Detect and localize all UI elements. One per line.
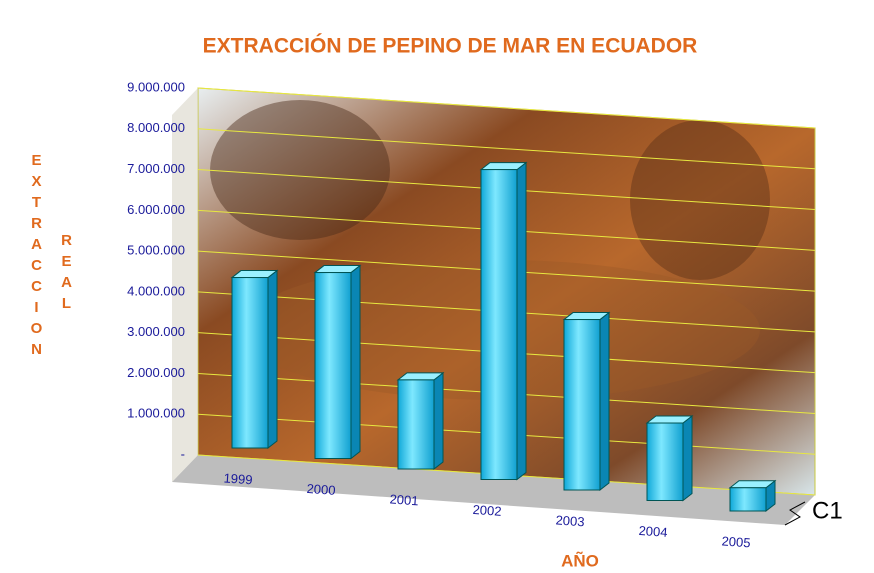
x-tick-label: 1999 (223, 470, 253, 487)
y-tick-label: - (181, 446, 185, 461)
x-tick-label: 2005 (721, 533, 751, 550)
x-axis-label: AÑO (561, 550, 599, 570)
photo-shape (210, 100, 390, 240)
y-axis-label: REAL (58, 232, 75, 316)
y-tick-label: 1.000.000 (127, 406, 185, 421)
page: EXTRACCIÓN DE PEPINO DE MAR EN ECUADOR A… (0, 0, 874, 573)
x-tick-label: 2003 (555, 512, 585, 529)
chart: EXTRACCIÓN DE PEPINO DE MAR EN ECUADOR A… (0, 0, 874, 573)
bar (232, 278, 268, 448)
x-tick-label: 2002 (472, 502, 502, 519)
bar (315, 273, 351, 459)
bar-side (268, 271, 277, 448)
photo-shape (630, 120, 770, 280)
y-axis-label: EXTRACCION (28, 152, 45, 362)
y-tick-label: 8.000.000 (127, 120, 185, 135)
x-tick-label: 2001 (389, 491, 419, 508)
bar (398, 380, 434, 469)
bar (647, 423, 683, 500)
bar (481, 170, 517, 480)
bar-side (434, 373, 443, 469)
bar-side (600, 313, 609, 490)
bar-side (351, 266, 360, 459)
y-tick-label: 3.000.000 (127, 324, 185, 339)
y-tick-label: 5.000.000 (127, 243, 185, 258)
y-tick-label: 2.000.000 (127, 365, 185, 380)
series-label: C1 (812, 497, 843, 524)
chart-title: EXTRACCIÓN DE PEPINO DE MAR EN ECUADOR (203, 34, 698, 58)
bar (564, 320, 600, 490)
y-tick-label: 6.000.000 (127, 202, 185, 217)
y-tick-label: 4.000.000 (127, 283, 185, 298)
bar-side (517, 163, 526, 480)
y-tick-label: 9.000.000 (127, 79, 185, 94)
x-tick-label: 2000 (306, 481, 336, 498)
bar (730, 488, 766, 511)
x-tick-label: 2004 (638, 523, 668, 540)
bar-side (683, 416, 692, 500)
y-tick-label: 7.000.000 (127, 161, 185, 176)
